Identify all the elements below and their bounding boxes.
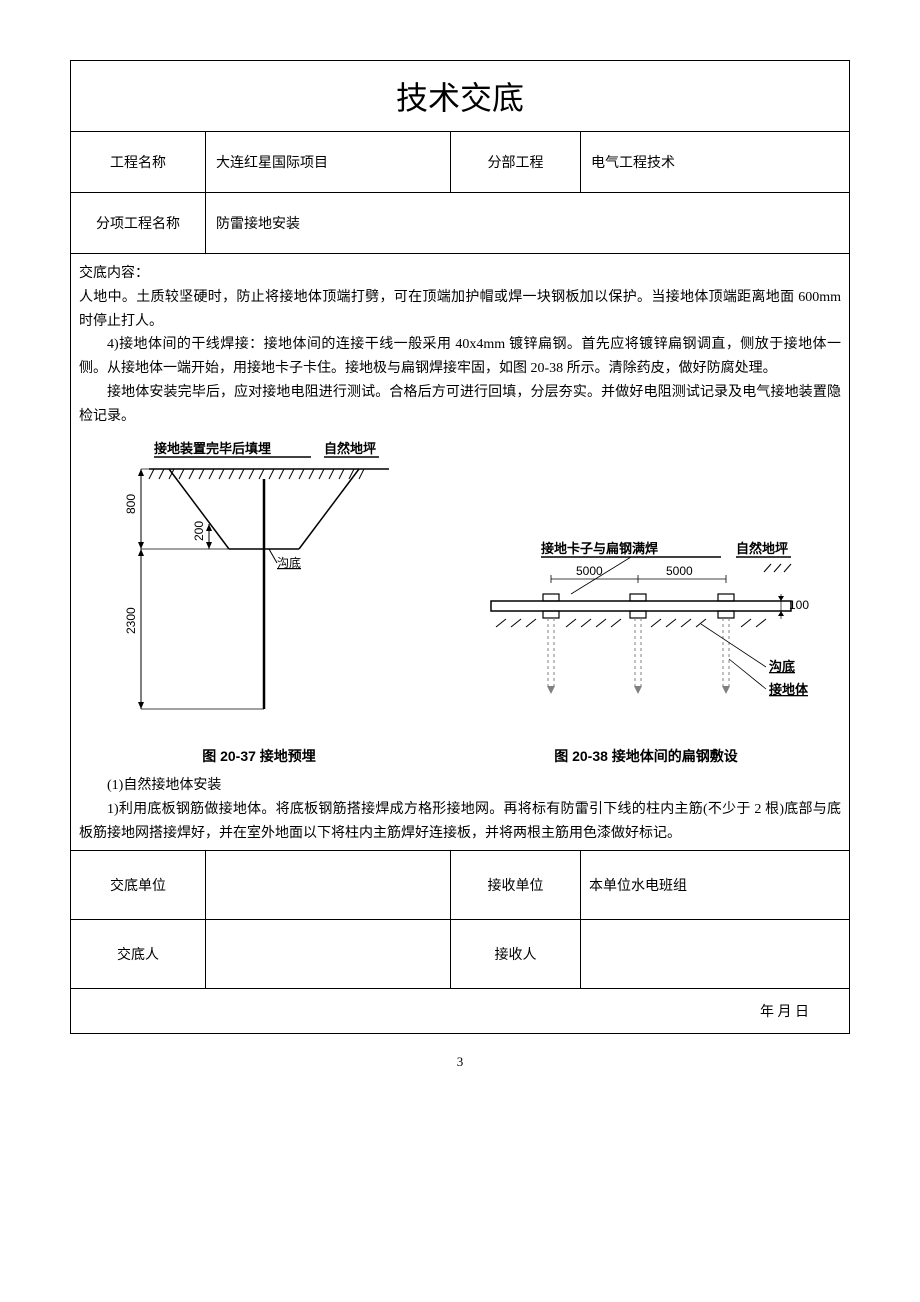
content-p4: (1)自然接地体安装 — [79, 774, 841, 798]
page-number: 3 — [70, 1054, 850, 1070]
document-table: 技术交底 工程名称 大连红星国际项目 分部工程 电气工程技术 分项工程名称 防雷… — [70, 60, 850, 1034]
dim-800: 800 — [124, 493, 138, 513]
dim-200: 200 — [192, 520, 206, 540]
diagram-20-37-svg: 接地装置完毕后填埋 自然地坪 — [99, 439, 419, 729]
date-cell: 年 月 日 — [71, 988, 850, 1033]
content-p3: 接地体安装完毕后，应对接地电阻进行测试。合格后方可进行回填，分层夯实。并做好电阻… — [79, 381, 841, 429]
diagram-20-37: 接地装置完毕后填埋 自然地坪 — [99, 439, 419, 770]
content-p2: 4)接地体间的干线焊接：接地体间的连接干线一般采用 40x4mm 镀锌扁钢。首先… — [79, 333, 841, 381]
dim-5000-1: 5000 — [576, 564, 603, 578]
label-goudi-right: 沟底 — [769, 659, 795, 674]
from-person-label: 交底人 — [71, 919, 206, 988]
content-area: 交底内容： 人地中。土质较坚硬时，防止将接地体顶端打劈，可在顶端加护帽或焊一块钢… — [71, 254, 850, 851]
dim-5000-2: 5000 — [666, 564, 693, 578]
dim-100: 100 — [789, 598, 809, 612]
diagram-20-38-svg: 接地卡子与扁钢满焊 自然地坪 — [471, 539, 821, 729]
to-person-label: 接收人 — [451, 919, 581, 988]
label-goudi-left: 沟底 — [277, 555, 301, 570]
label-ground-level: 自然地坪 — [324, 441, 376, 456]
label-top-right-diag: 接地卡子与扁钢满焊 — [541, 541, 658, 556]
clamp-2 — [630, 594, 646, 618]
subitem-value: 防雷接地安装 — [206, 193, 850, 254]
diagram-20-38: 接地卡子与扁钢满焊 自然地坪 — [471, 539, 821, 770]
from-person-value — [206, 919, 451, 988]
content-intro-label: 交底内容： — [79, 262, 841, 286]
clamp-1 — [543, 594, 559, 618]
project-name-value: 大连红星国际项目 — [206, 132, 451, 193]
section-label: 分部工程 — [451, 132, 581, 193]
caption-20-38: 图 20-38 接地体间的扁钢敷设 — [471, 745, 821, 769]
diagram-container: 接地装置完毕后填埋 自然地坪 — [79, 439, 841, 770]
project-name-label: 工程名称 — [71, 132, 206, 193]
to-person-value — [581, 919, 850, 988]
label-ground-right: 自然地坪 — [736, 541, 788, 556]
to-unit-label: 接收单位 — [451, 850, 581, 919]
label-jiediti: 接地体 — [769, 682, 809, 697]
content-p1: 人地中。土质较坚硬时，防止将接地体顶端打劈，可在顶端加护帽或焊一块钢板加以保护。… — [79, 286, 841, 334]
content-p5: 1)利用底板钢筋做接地体。将底板钢筋搭接焊成方格形接地网。再将标有防雷引下线的柱… — [79, 798, 841, 846]
subitem-label: 分项工程名称 — [71, 193, 206, 254]
to-unit-value: 本单位水电班组 — [581, 850, 850, 919]
from-unit-label: 交底单位 — [71, 850, 206, 919]
caption-20-37: 图 20-37 接地预埋 — [99, 745, 419, 769]
dim-2300: 2300 — [124, 607, 138, 634]
label-fill-after: 接地装置完毕后填埋 — [154, 441, 271, 456]
section-value: 电气工程技术 — [581, 132, 850, 193]
from-unit-value — [206, 850, 451, 919]
clamp-3 — [718, 594, 734, 618]
document-title: 技术交底 — [71, 61, 850, 132]
